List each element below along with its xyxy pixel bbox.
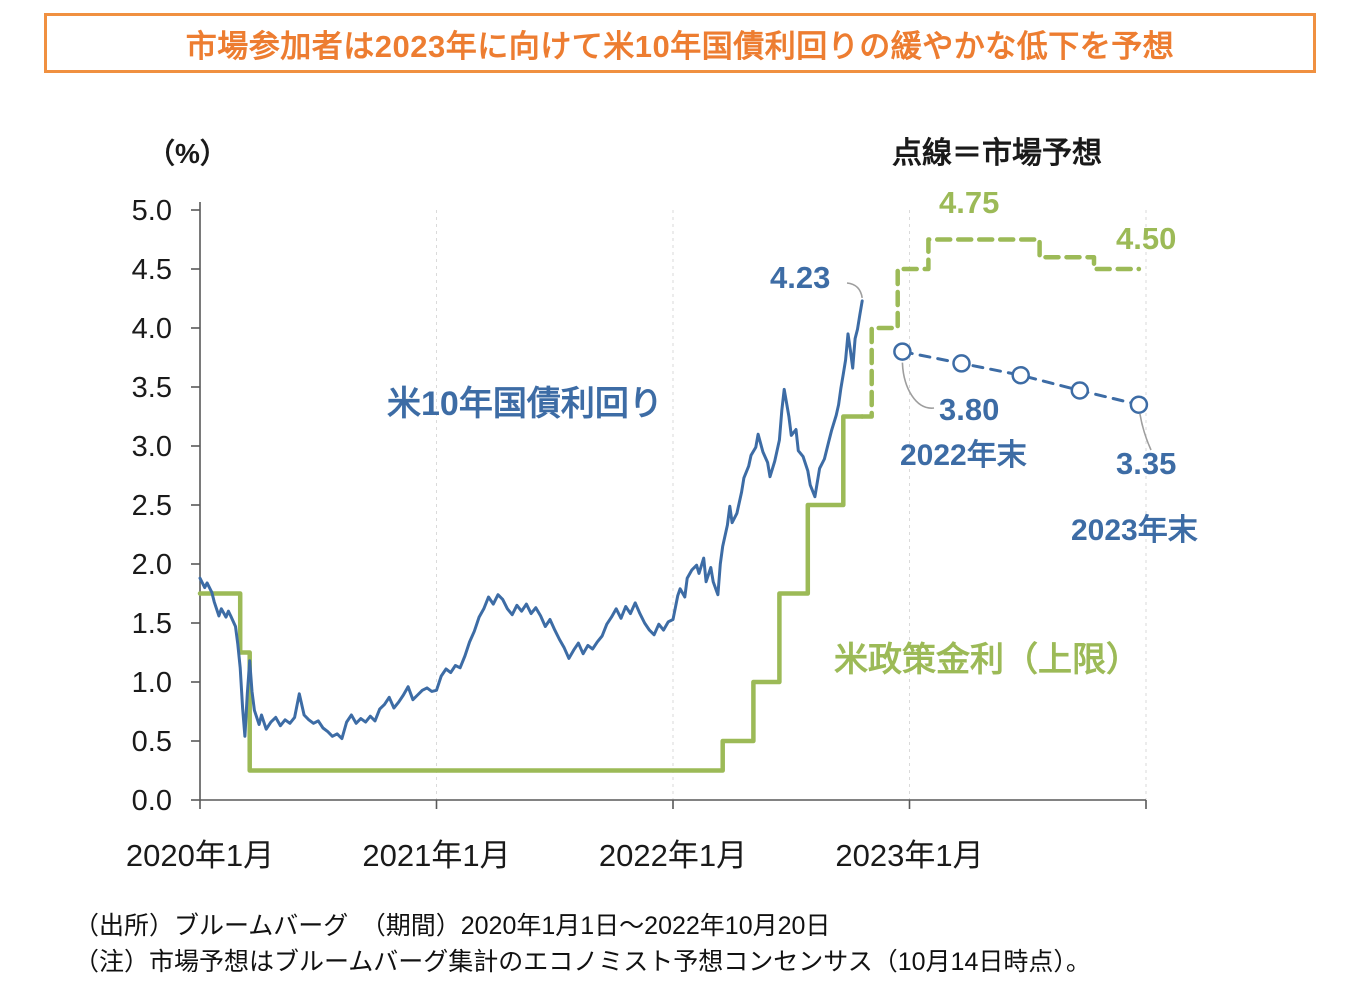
- end2023-period-label: 2023年末: [1071, 514, 1198, 547]
- y-tick-label: 2.0: [132, 549, 172, 581]
- y-tick-label: 4.0: [132, 313, 172, 345]
- green-end-value-label: 4.50: [1116, 221, 1177, 256]
- leader-end2022: [901, 362, 935, 409]
- y-tick-label: 1.0: [132, 667, 172, 699]
- footer-note-line: （注）市場予想はブルームバーグ集計のエコノミスト予想コンセンサス（10月14日時…: [74, 948, 1091, 976]
- footer-source-line: （出所）ブルームバーグ （期間）2020年1月1日～2022年10月20日: [74, 912, 831, 940]
- x-tick-label: 2021年1月: [362, 838, 510, 873]
- forecast-marker: [1011, 365, 1030, 385]
- series-blue-solid: [198, 299, 864, 741]
- page-title: 市場参加者は2023年に向けて米10年国債利回りの緩やかな低下を予想: [185, 28, 1175, 64]
- end2022-value-label: 3.80: [939, 392, 1000, 427]
- y-tick-label: 3.5: [132, 372, 172, 404]
- legend-note: 点線＝市場予想: [892, 137, 1102, 170]
- y-axis-unit-label: （%）: [147, 138, 228, 169]
- y-tick-label: 4.5: [132, 254, 172, 286]
- end2023-value-label: 3.35: [1116, 446, 1177, 481]
- blue-series-label: 米10年国債利回り: [387, 385, 663, 423]
- green-series-label: 米政策金利（上限）: [834, 641, 1140, 679]
- y-tick-label: 1.5: [132, 608, 172, 640]
- forecast-marker: [893, 342, 912, 361]
- series-blue-dashed: [900, 350, 1141, 407]
- leader-end2023: [1139, 413, 1152, 451]
- forecast-marker: [1070, 381, 1090, 400]
- series-green-solid: [197, 414, 865, 773]
- axes: [199, 202, 1146, 801]
- yield-peak-value-label: 4.23: [770, 260, 831, 295]
- title-box: 市場参加者は2023年に向けて米10年国債利回りの緩やかな低下を予想: [44, 13, 1316, 73]
- series-green-dashed: [859, 237, 1142, 419]
- end2022-period-label: 2022年末: [900, 439, 1027, 472]
- leader-peak: [846, 282, 863, 299]
- x-tick-label: 2022年1月: [599, 838, 747, 873]
- y-tick-label: 2.5: [132, 490, 172, 522]
- y-tick-label: 3.0: [132, 431, 172, 463]
- green-peak-value-label: 4.75: [939, 185, 1000, 220]
- x-tick-label: 2023年1月: [835, 838, 983, 873]
- x-tick-label: 2020年1月: [126, 838, 274, 873]
- forecast-marker: [1129, 395, 1149, 414]
- y-tick-label: 0.5: [132, 726, 172, 758]
- forecast-marker: [952, 354, 971, 373]
- y-tick-label: 5.0: [132, 195, 172, 227]
- y-tick-label: 0.0: [132, 785, 172, 817]
